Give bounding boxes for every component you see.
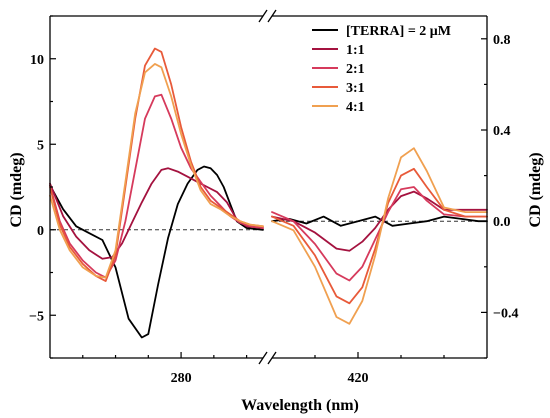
series-line-5-left: [49, 63, 264, 279]
y-left-tick-label-1: 0: [37, 224, 44, 239]
legend-label-5: 4:1: [346, 100, 365, 115]
legend-label-1: [TERRA] = 2 μM: [346, 24, 451, 39]
y-right-tick-label-3: 0.8: [493, 33, 511, 48]
x-tick-label-1: 420: [348, 371, 369, 386]
x-axis-title: Wavelength (nm): [241, 397, 359, 414]
y-axis-left-title: CD (mdeg): [8, 152, 25, 227]
series-line-2-left: [49, 167, 264, 260]
legend-label-3: 2:1: [346, 62, 365, 77]
x-tick-label-0: 280: [171, 371, 192, 386]
y-right-tick-label-1: 0.0: [493, 215, 511, 230]
legend-label-4: 3:1: [346, 81, 365, 96]
series-line-1-left: [49, 165, 264, 339]
y-right-tick-label-2: 0.4: [493, 124, 511, 139]
y-axis-right-title: CD (mdeg): [527, 152, 544, 227]
axis-break-mark-0-1: [267, 9, 277, 23]
legend: [TERRA] = 2 μM 1:1 2:1 3:1 4:1: [312, 24, 451, 115]
axes: −5 0 5 10 −0.4 0.0 0.4 0.8 280 420: [29, 9, 518, 386]
plot-area: [49, 47, 488, 339]
y-left-tick-label-0: −5: [29, 309, 44, 324]
legend-label-2: 1:1: [346, 43, 365, 58]
series-line-4-left: [49, 47, 264, 283]
axis-break-mark-0-0: [258, 9, 268, 23]
axis-break-mark-1-0: [258, 351, 268, 365]
axis-break-mark-1-1: [267, 351, 277, 365]
y-left-tick-label-2: 5: [37, 138, 44, 153]
series-line-5-right: [271, 147, 488, 325]
y-left-tick-label-3: 10: [30, 53, 44, 68]
series-line-3-left: [49, 93, 264, 279]
y-right-tick-label-0: −0.4: [493, 306, 518, 321]
series-line-2-right: [271, 190, 488, 252]
